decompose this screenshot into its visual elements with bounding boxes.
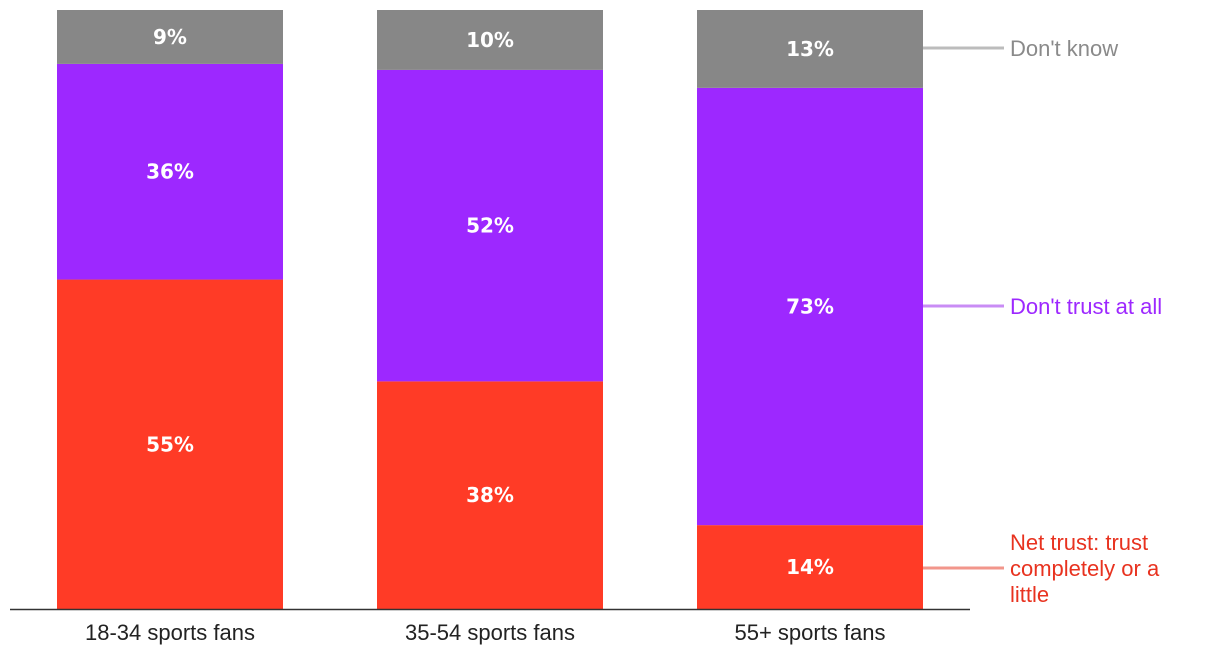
legend-label-line: Don't know	[1010, 36, 1118, 61]
bar-segment-don-t-trust-at-all-3	[697, 87, 923, 526]
legend-label-net-trust-trust-completely-or-a-little: Net trust: trust completely or a little	[1010, 530, 1160, 607]
segment-labels-layer: 55% 36% 9% 38% 52% 10% 14% 73% 13%	[146, 25, 834, 579]
data-label-don-t-know-2: 10%	[466, 28, 514, 52]
data-label-don-t-know-3: 13%	[786, 37, 834, 61]
legend-label-line: little	[1010, 582, 1049, 607]
data-label-net-trust-trust-completely-or-a-little-2: 38%	[466, 483, 514, 507]
data-label-net-trust-trust-completely-or-a-little-1: 55%	[146, 432, 194, 456]
legend: Don't know Don't trust at all Net trust: t…	[923, 36, 1162, 607]
bar-segment-don-t-trust-at-all-2	[377, 69, 603, 382]
data-label-don-t-trust-at-all-3: 73%	[786, 295, 834, 319]
x-tick-label-2: 35-54 sports fans	[405, 620, 575, 645]
bar-segment-don-t-know-3	[697, 10, 923, 88]
bar-segment-don-t-know-1	[57, 10, 283, 64]
data-label-don-t-trust-at-all-1: 36%	[146, 160, 194, 184]
x-axis-labels-layer: 18-34 sports fans 35-54 sports fans 55+ sp…	[85, 620, 886, 645]
bar-segment-don-t-know-2	[377, 10, 603, 70]
legend-label-line: Don't trust at all	[1010, 294, 1162, 319]
data-label-net-trust-trust-completely-or-a-little-3: 14%	[786, 555, 834, 579]
bars-layer	[57, 10, 923, 609]
bar-segment-net-trust-trust-completely-or-a-little-1	[57, 279, 283, 609]
legend-label-don-t-trust-at-all: Don't trust at all	[1010, 294, 1162, 319]
data-label-don-t-know-1: 9%	[153, 25, 187, 49]
legend-label-don-t-know: Don't know	[1010, 36, 1118, 61]
x-tick-label-3: 55+ sports fans	[734, 620, 885, 645]
legend-label-line: Net trust: trust	[1010, 530, 1148, 555]
data-label-don-t-trust-at-all-2: 52%	[466, 214, 514, 238]
bar-segment-don-t-trust-at-all-1	[57, 63, 283, 280]
bar-segment-net-trust-trust-completely-or-a-little-2	[377, 381, 603, 609]
x-tick-label-1: 18-34 sports fans	[85, 620, 255, 645]
bar-segment-net-trust-trust-completely-or-a-little-3	[697, 525, 923, 609]
legend-label-line: completely or a	[1010, 556, 1160, 581]
